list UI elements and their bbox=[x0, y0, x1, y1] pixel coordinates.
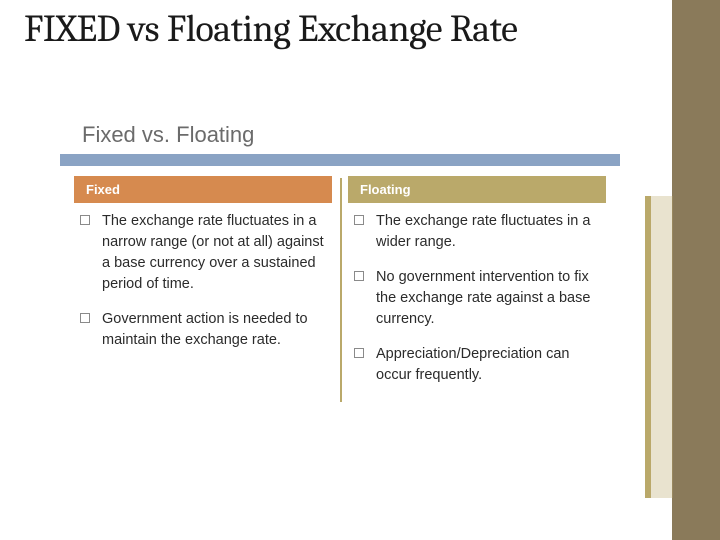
checkbox-icon bbox=[354, 348, 364, 358]
bullet-text: The exchange rate fluctuates in a narrow… bbox=[102, 211, 328, 295]
checkbox-icon bbox=[354, 215, 364, 225]
floating-bullets: The exchange rate fluctuates in a wider … bbox=[348, 211, 606, 386]
bullet-text: The exchange rate fluctuates in a wider … bbox=[376, 211, 602, 253]
list-item: Government action is needed to maintain … bbox=[78, 309, 328, 351]
vertical-separator bbox=[340, 178, 342, 402]
horizontal-rule bbox=[60, 154, 620, 166]
list-item: The exchange rate fluctuates in a narrow… bbox=[78, 211, 328, 295]
fixed-header: Fixed bbox=[74, 176, 332, 203]
bullet-text: Government action is needed to maintain … bbox=[102, 309, 328, 351]
checkbox-icon bbox=[80, 215, 90, 225]
accent-strip-light bbox=[650, 196, 673, 498]
column-fixed: Fixed The exchange rate fluctuates in a … bbox=[74, 176, 332, 400]
fixed-bullets: The exchange rate fluctuates in a narrow… bbox=[74, 211, 332, 351]
page-title: FIXED vs Floating Exchange Rate bbox=[0, 0, 720, 52]
floating-header: Floating bbox=[348, 176, 606, 203]
list-item: Appreciation/Depreciation can occur freq… bbox=[352, 344, 602, 386]
list-item: The exchange rate fluctuates in a wider … bbox=[352, 211, 602, 253]
checkbox-icon bbox=[354, 271, 364, 281]
column-floating: Floating The exchange rate fluctuates in… bbox=[348, 176, 606, 400]
inner-title: Fixed vs. Floating bbox=[60, 122, 620, 148]
content-card: Fixed vs. Floating Fixed The exchange ra… bbox=[60, 122, 620, 400]
bullet-text: Appreciation/Depreciation can occur freq… bbox=[376, 344, 602, 386]
bullet-text: No government intervention to fix the ex… bbox=[376, 267, 602, 330]
right-accent-bar bbox=[672, 0, 720, 540]
checkbox-icon bbox=[80, 313, 90, 323]
list-item: No government intervention to fix the ex… bbox=[352, 267, 602, 330]
